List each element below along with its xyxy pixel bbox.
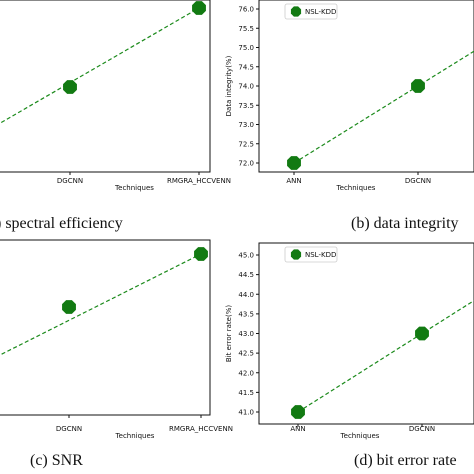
plot-frame-b — [258, 0, 474, 173]
series-line-b — [293, 50, 474, 164]
x-tick-label-c-0: DGCNN — [56, 425, 82, 433]
series-line-a — [0, 7, 200, 124]
y-tick-label-b-5: 74.5 — [238, 63, 254, 71]
x-axis-title-b: Techniques — [336, 184, 376, 192]
y-tick-label-d-7: 44.5 — [238, 271, 254, 279]
series-line-d — [297, 300, 474, 413]
y-tick-label-d-4: 43.0 — [238, 330, 254, 338]
y-tick-label-b-2: 73.0 — [238, 121, 254, 129]
plot-frame-a — [0, 0, 211, 173]
chart-panel-c: DGCNN RMGRA_HCCVENN Techniques — [0, 239, 233, 440]
y-tick-label-b-1: 72.5 — [238, 140, 254, 148]
data-point-b-1 — [411, 79, 425, 93]
legend-marker-b — [290, 6, 302, 17]
legend-label-b: NSL-KDD — [305, 8, 336, 16]
y-tick-label-d-1: 41.5 — [238, 389, 254, 397]
chart-panel-d: ANN DGCNN Techniques 41.0 41.5 42.0 42.5 43.0 43… — [225, 242, 474, 440]
y-axis-title-d: Bit error rate(%) — [225, 305, 233, 362]
x-tick-label-b-0: ANN — [286, 177, 301, 185]
y-tick-label-b-3: 73.5 — [238, 102, 254, 110]
x-tick-label-d-1: DGCNN — [409, 425, 435, 433]
y-tick-label-d-2: 42.0 — [238, 369, 254, 377]
plot-frame-c — [0, 239, 211, 416]
series-line-c — [0, 253, 202, 356]
y-tick-label-b-8: 76.0 — [238, 6, 254, 14]
x-axis-title-c: Techniques — [115, 432, 155, 440]
y-axis-title-b: Data integrity(%) — [225, 55, 233, 116]
legend-marker-d — [290, 249, 302, 260]
data-point-c-0 — [62, 300, 76, 314]
x-tick-label-a-1: RMGRA_HCCVENN — [167, 177, 231, 185]
x-tick-label-b-1: DGCNN — [405, 177, 431, 185]
x-tick-label-a-0: DGCNN — [57, 177, 83, 185]
data-point-a-1 — [192, 1, 206, 15]
caption-d: (d) bit error rate — [354, 452, 457, 469]
caption-b: (b) data integrity — [351, 215, 459, 232]
chart-panel-a: DGCNN RMGRA_HCCVENN Techniques — [0, 0, 231, 192]
y-tick-label-b-7: 75.5 — [238, 25, 254, 33]
legend-label-d: NSL-KDD — [305, 251, 336, 259]
x-axis-title-a: Techniques — [114, 184, 154, 192]
caption-a: ) spectral efficiency — [0, 215, 123, 232]
x-axis-title-d: Techniques — [340, 432, 380, 440]
chart-panel-b: ANN DGCNN Techniques 72.0 72.5 73.0 73.5 74.0 74… — [225, 0, 474, 192]
y-tick-label-b-6: 75.0 — [238, 44, 254, 52]
caption-c: (c) SNR — [30, 452, 83, 469]
x-tick-label-d-0: ANN — [290, 425, 305, 433]
y-tick-label-d-0: 41.0 — [238, 409, 254, 417]
data-point-a-0 — [63, 80, 77, 94]
plot-frame-d — [258, 242, 474, 425]
y-tick-label-d-6: 44.0 — [238, 291, 254, 299]
y-tick-label-d-8: 45.0 — [238, 252, 254, 260]
y-tick-label-b-4: 74.0 — [238, 83, 254, 91]
data-point-d-1 — [415, 326, 429, 341]
legend-b: NSL-KDD — [284, 3, 338, 20]
data-point-c-1 — [194, 247, 208, 261]
x-tick-label-c-1: RMGRA_HCCVENN — [169, 425, 233, 433]
data-point-b-0 — [287, 156, 301, 170]
y-tick-label-b-0: 72.0 — [238, 160, 254, 168]
data-point-d-0 — [291, 405, 305, 419]
legend-d: NSL-KDD — [284, 246, 338, 263]
y-tick-label-d-5: 43.5 — [238, 310, 254, 318]
y-tick-label-d-3: 42.5 — [238, 350, 254, 358]
